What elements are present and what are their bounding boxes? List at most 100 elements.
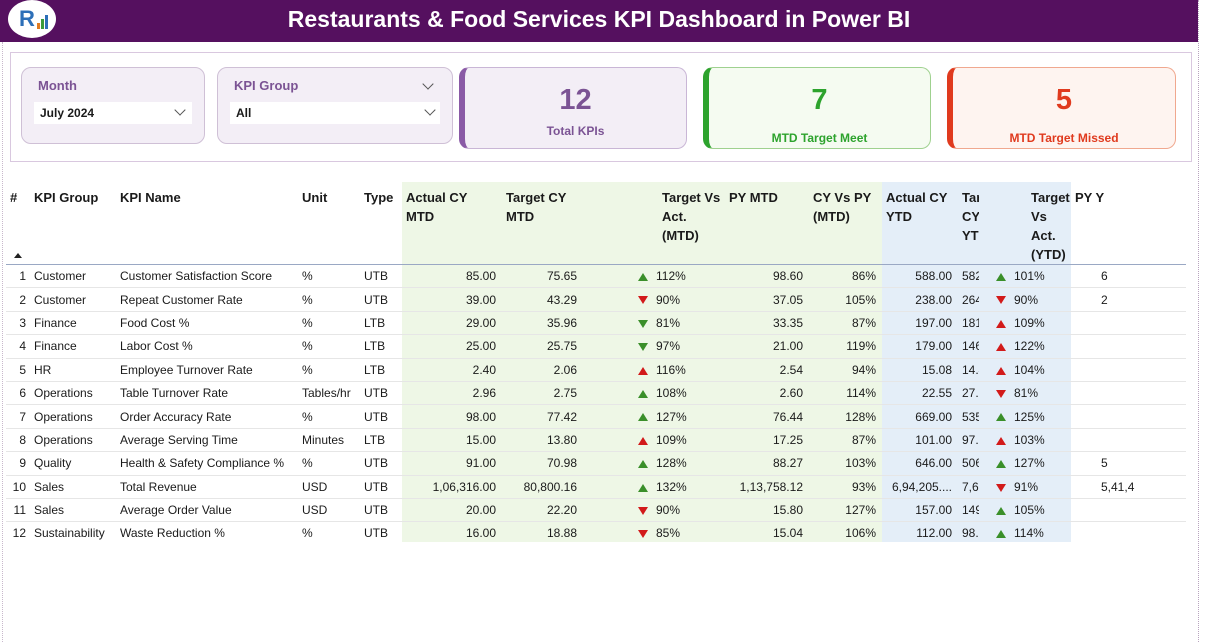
triangle-down-icon [638, 530, 648, 539]
type-cell: UTB [360, 404, 402, 429]
title-bar: R Restaurants & Food Services KPI Dashbo… [0, 0, 1198, 42]
unit-cell: % [298, 404, 360, 429]
table-row[interactable]: 12 Sustainability Waste Reduction %% UTB 16.… [6, 521, 1186, 542]
unit-cell: % [298, 264, 360, 289]
actual-cy-mtd-cell: 85.00 [402, 264, 502, 289]
py-ytd-cell [1071, 428, 1186, 453]
triangle-up-icon [996, 506, 1006, 515]
status-indicator-ytd [979, 381, 1014, 406]
target-cy-mtd-cell: 2.75 [502, 381, 583, 406]
chevron-down-icon[interactable] [424, 104, 436, 116]
row-index: 5 [6, 358, 30, 382]
target-vs-act-mtd-cell: 97% [656, 334, 725, 359]
table-row[interactable]: 7 Operations Order Accuracy Rate% UTB 98.00 7… [6, 404, 1186, 429]
table-row[interactable]: 1 Customer Customer Satisfaction Score% UTB… [6, 264, 1186, 289]
table-row[interactable]: 10 Sales Total Revenue USD UTB 1,06,316.00 80,… [6, 475, 1186, 499]
col-header-actual-cy-mtd[interactable]: Actual CY MTD [402, 182, 502, 265]
kpi-group-cell: Finance [30, 311, 116, 336]
unit-cell: USD [298, 475, 360, 499]
triangle-down-icon [996, 296, 1006, 305]
target-vs-act-ytd-cell: 109% [1014, 311, 1071, 336]
status-indicator-mtd [583, 498, 656, 523]
month-slicer-title: Month [38, 78, 77, 93]
status-indicator-mtd [583, 381, 656, 406]
target-cy-ytd-cell: 181.24 [958, 311, 979, 336]
col-header-type[interactable]: Type [364, 190, 394, 205]
cy-vs-py-mtd-cell: 119% [809, 334, 882, 359]
type-cell: LTB [360, 358, 402, 382]
status-indicator-ytd [979, 311, 1014, 336]
col-header-kpi-name[interactable]: KPI Name [120, 190, 181, 205]
kpi-group-cell: HR [30, 358, 116, 382]
target-cy-mtd-cell: 18.88 [502, 521, 583, 542]
target-cy-mtd-cell: 75.65 [502, 264, 583, 289]
table-row[interactable]: 11 Sales Average Order Value USD UTB 20.00 22.… [6, 498, 1186, 523]
logo-letter: R [19, 6, 35, 31]
table-row[interactable]: 4 Finance Labor Cost %% LTB 25.00 25.75 97% 21.… [6, 334, 1186, 359]
kpi-name-cell: Average Serving Time [116, 428, 298, 453]
status-indicator-ytd [979, 358, 1014, 382]
row-index: 6 [6, 381, 30, 406]
actual-cy-mtd-cell: 20.00 [402, 498, 502, 523]
target-cy-mtd-cell: 22.20 [502, 498, 583, 523]
py-mtd-cell: 2.60 [725, 381, 809, 406]
col-header-target-vs-act-ytd[interactable]: Target Vs Act. (YTD) [979, 182, 1071, 265]
chevron-down-icon[interactable] [422, 78, 434, 90]
triangle-down-icon [638, 343, 648, 352]
target-vs-act-ytd-cell: 104% [1014, 358, 1071, 382]
table-row[interactable]: 5 HR Employee Turnover Rate% LTB 2.40 2.06 116… [6, 358, 1186, 382]
actual-cy-ytd-cell: 588.00 [882, 264, 958, 289]
target-cy-mtd-cell: 35.96 [502, 311, 583, 336]
col-header-target-cy-ytd[interactable]: Target CY YTD [958, 182, 1001, 265]
cy-vs-py-mtd-cell: 105% [809, 287, 882, 312]
unit-cell: % [298, 311, 360, 336]
table-row[interactable]: 3 Finance Food Cost %% LTB 29.00 35.96 81% 33.3… [6, 311, 1186, 336]
target-vs-act-mtd-cell: 127% [656, 404, 725, 429]
table-row[interactable]: 9 Quality Health & Safety Compliance %% UTB… [6, 451, 1186, 476]
target-vs-act-mtd-cell: 90% [656, 498, 725, 523]
target-cy-ytd-cell: 97.97 [958, 428, 979, 453]
target-cy-ytd-cell: 7,63,625.50 [958, 475, 979, 499]
mtd-target-missed-value: 5 [1055, 84, 1073, 116]
col-header-target-cy-mtd[interactable]: Target CY MTD [502, 182, 583, 265]
col-header-py-ytd[interactable]: PY Y [1075, 190, 1105, 205]
col-header-kpi-group[interactable]: KPI Group [34, 190, 99, 205]
py-ytd-cell [1071, 521, 1186, 542]
col-header-actual-cy-ytd[interactable]: Actual CY YTD [882, 182, 958, 265]
unit-cell: % [298, 287, 360, 312]
kpi-group-cell: Quality [30, 451, 116, 476]
chevron-down-icon[interactable] [174, 104, 186, 116]
target-vs-act-ytd-cell: 81% [1014, 381, 1071, 406]
canvas-edge [1198, 0, 1199, 642]
py-mtd-cell: 21.00 [725, 334, 809, 359]
col-header-target-vs-act-mtd[interactable]: Target Vs Act. (MTD) [583, 182, 725, 265]
col-header-cy-vs-py-mtd[interactable]: CY Vs PY (MTD) [809, 182, 882, 265]
col-header-unit[interactable]: Unit [302, 190, 328, 205]
actual-cy-ytd-cell: 197.00 [882, 311, 958, 336]
unit-cell: % [298, 521, 360, 542]
kpi-group-cell: Operations [30, 428, 116, 453]
month-dropdown[interactable]: July 2024 [34, 102, 192, 124]
status-indicator-mtd [583, 404, 656, 429]
triangle-up-icon [996, 319, 1006, 328]
py-ytd-cell: 5 [1071, 451, 1186, 476]
py-mtd-cell: 76.44 [725, 404, 809, 429]
target-cy-ytd-cell: 98.56 [958, 521, 979, 542]
kpi-group-slicer[interactable]: KPI Group All [217, 67, 453, 144]
table-row[interactable]: 2 Customer Repeat Customer Rate% UTB 39.00 43… [6, 287, 1186, 312]
sort-ascending-icon[interactable] [14, 253, 22, 258]
row-index: 4 [6, 334, 30, 359]
col-header-index[interactable]: # [6, 182, 30, 265]
kpi-group-dropdown[interactable]: All [230, 102, 440, 124]
kpi-name-cell: Repeat Customer Rate [116, 287, 298, 312]
py-ytd-cell: 2 [1071, 287, 1186, 312]
col-header-py-mtd[interactable]: PY MTD [725, 182, 809, 265]
total-kpis-label: Total KPIs [546, 124, 605, 138]
table-row[interactable]: 8 Operations Average Serving Time Minutes LT… [6, 428, 1186, 453]
table-row[interactable]: 6 Operations Table Turnover Rate Tables/hr U… [6, 381, 1186, 406]
triangle-up-icon [638, 366, 648, 375]
month-slicer[interactable]: Month July 2024 [21, 67, 205, 144]
cy-vs-py-mtd-cell: 93% [809, 475, 882, 499]
actual-cy-mtd-cell: 39.00 [402, 287, 502, 312]
target-cy-ytd-cell: 146.78 [958, 334, 979, 359]
